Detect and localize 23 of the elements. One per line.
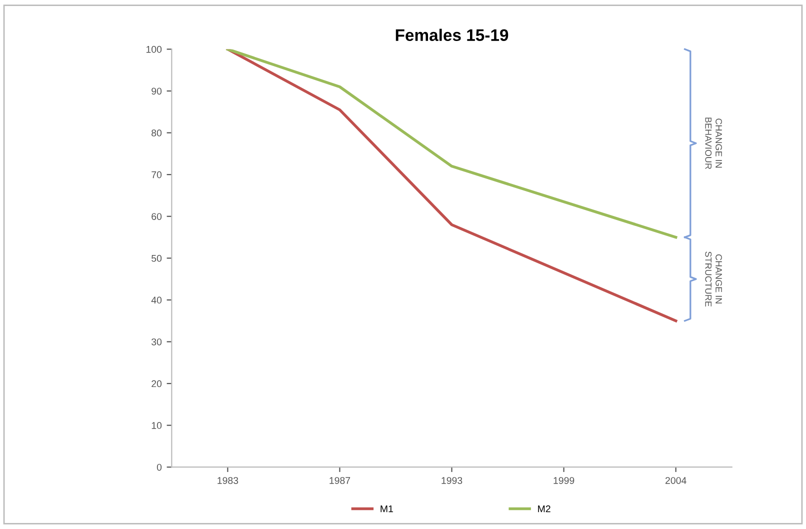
y-tick-label: 0 [156, 464, 162, 471]
y-tick-label: 30 [152, 338, 162, 346]
y-tick-label: 40 [151, 296, 162, 304]
annotation: CHANGE IN BEHAVIOUR [705, 118, 722, 170]
y-tick-label: 100 [146, 46, 162, 53]
legend-label: M1 [380, 505, 393, 512]
y-tick-label: 90 [152, 88, 162, 95]
y-tick-label: 70 [152, 171, 162, 178]
y-tick-label: 80 [152, 130, 162, 136]
x-tick-label: 1993 [442, 477, 462, 484]
line-series [226, 49, 678, 239]
chart-title: Females 15-19 [396, 28, 508, 42]
line-series [226, 49, 678, 322]
x-tick-label: 1983 [218, 477, 238, 484]
x-tick-label: 2004 [666, 477, 686, 484]
annotation: CHANGE IN STRUCTURE [705, 252, 722, 306]
x-tick-label: 1987 [330, 477, 350, 484]
y-tick-label: 50 [152, 254, 162, 262]
y-tick-label: 20 [152, 380, 162, 388]
y-tick-label: 60 [152, 213, 162, 220]
legend-label: M2 [538, 505, 550, 512]
y-tick-label: 10 [152, 422, 162, 429]
x-tick-label: 1999 [554, 477, 574, 484]
